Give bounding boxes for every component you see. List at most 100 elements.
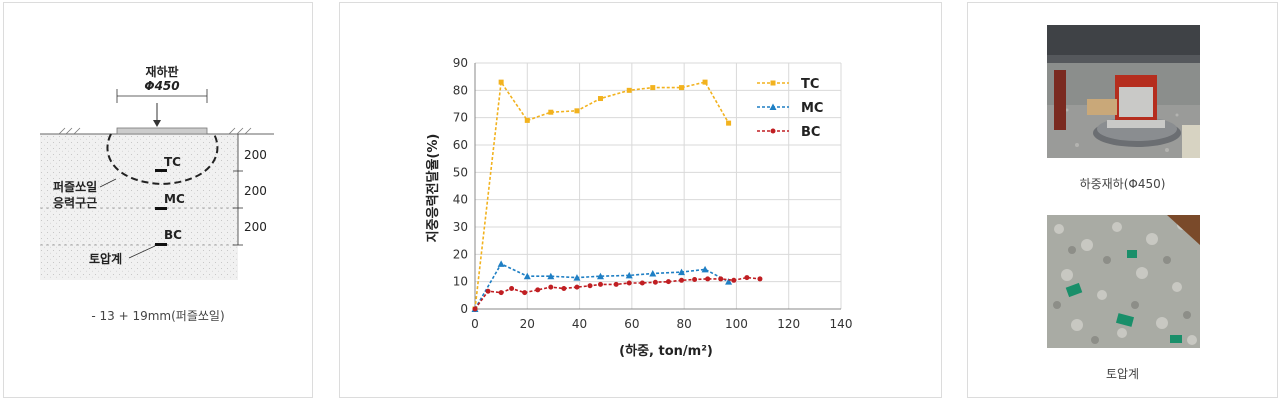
x-tick-label: 0 xyxy=(471,317,479,331)
y-tick-label: 30 xyxy=(453,220,468,234)
depth-dim-2: 200 xyxy=(244,184,267,198)
plate-label: 재하판 xyxy=(145,64,178,79)
y-tick-label: 40 xyxy=(453,193,468,207)
chart-legend: TC MC BC xyxy=(757,77,823,140)
series-bc-point xyxy=(718,276,724,282)
load-test-image xyxy=(1047,25,1200,158)
series-bc-point xyxy=(692,276,698,282)
x-tick-label: 40 xyxy=(572,317,587,331)
chart-series xyxy=(471,79,763,312)
series-mc-line xyxy=(474,262,729,310)
stress-transfer-chart: 0 10 20 30 40 50 60 70 80 90 0 20 40 60 80 100 120 140 TC… xyxy=(425,56,853,359)
series-bc-point xyxy=(574,284,580,290)
legend-mc-label: MC xyxy=(801,101,823,116)
diagram-caption: - 13 + 19mm(퍼즐쏘일) xyxy=(91,309,225,323)
sensor-mc-label: MC xyxy=(164,192,185,206)
series-bc-point xyxy=(561,286,567,291)
sensor-bc xyxy=(155,243,167,246)
series-tc-point xyxy=(524,117,530,123)
chart-panel: 0 10 20 30 40 50 60 70 80 90 0 20 40 60 80 100 120 140 TC… xyxy=(339,2,942,398)
plate-size: Φ450 xyxy=(144,79,179,93)
pressure-gauge-photo xyxy=(1047,215,1200,348)
series-bc-point xyxy=(535,287,541,293)
gauge-label: 토압계 xyxy=(89,251,122,266)
load-test-photo-caption: 하중재하(Φ450) xyxy=(1079,177,1166,191)
sensor-mc xyxy=(155,207,167,210)
series-tc-point xyxy=(548,109,554,115)
ground-hatch xyxy=(58,127,252,135)
sensor-tc xyxy=(155,169,167,172)
zone-label-line1: 퍼즐쏘일 xyxy=(53,179,97,194)
series-bc-point xyxy=(509,286,515,291)
series-tc-line xyxy=(474,79,730,310)
series-bc-point xyxy=(757,276,763,282)
series-tc-point xyxy=(702,79,708,85)
sensor-bc-label: BC xyxy=(164,228,182,242)
y-tick-label: 20 xyxy=(453,247,468,261)
depth-dim-1: 200 xyxy=(244,148,267,162)
series-mc-point xyxy=(725,278,733,285)
series-bc-point xyxy=(731,277,737,283)
chart-y-axis-title: 지중응력전달율(%) xyxy=(425,134,441,243)
series-bc-point xyxy=(485,288,491,294)
series-bc-point xyxy=(522,290,528,296)
series-mc-point xyxy=(625,271,633,279)
load-test-photo xyxy=(1047,25,1200,158)
chart-grid xyxy=(474,62,842,310)
series-mc-point xyxy=(701,265,709,273)
series-tc-point xyxy=(574,108,580,114)
x-tick-label: 120 xyxy=(777,317,800,331)
y-tick-label: 50 xyxy=(453,165,468,179)
series-tc-point xyxy=(679,85,685,91)
legend-tc-label: TC xyxy=(801,77,819,92)
zone-label-line2: 응력구근 xyxy=(53,195,97,210)
loading-plate xyxy=(116,127,208,135)
series-mc-point xyxy=(596,272,604,280)
y-tick-label: 60 xyxy=(453,138,468,152)
series-bc-point xyxy=(744,275,750,281)
sensor-tc-label: TC xyxy=(164,155,181,169)
series-tc-point xyxy=(650,85,656,91)
x-tick-label: 60 xyxy=(624,317,639,331)
series-bc-point xyxy=(639,280,645,286)
series-mc-point xyxy=(497,260,505,267)
series-mc-point xyxy=(678,268,686,276)
y-tick-label: 0 xyxy=(460,302,468,316)
gauge-leader xyxy=(128,245,156,259)
y-tick-label: 80 xyxy=(453,83,468,97)
pressure-gauge-photo-caption: 토압계 xyxy=(1105,367,1140,381)
depth-dim-3: 200 xyxy=(244,220,267,234)
chart-axes: 0 10 20 30 40 50 60 70 80 90 0 20 40 60 80 100 120 140 xyxy=(453,56,853,331)
series-bc-point xyxy=(679,277,685,283)
series-bc-point xyxy=(665,279,671,285)
x-tick-label: 80 xyxy=(677,317,692,331)
legend-mc-marker xyxy=(769,103,777,110)
legend-bc-label: BC xyxy=(801,125,820,140)
x-tick-label: 20 xyxy=(520,317,535,331)
series-tc-point xyxy=(726,120,732,126)
series-bc-point xyxy=(652,279,658,285)
y-tick-label: 10 xyxy=(453,275,468,289)
series-bc-point xyxy=(705,276,711,282)
series-bc-point xyxy=(472,306,478,312)
series-bc-point xyxy=(626,280,632,286)
series-bc-point xyxy=(548,284,554,290)
series-tc-point xyxy=(597,96,603,102)
y-tick-label: 70 xyxy=(453,111,468,125)
chart-x-axis-title: (하중, ton/m²) xyxy=(619,343,713,359)
series-tc-point xyxy=(498,79,504,85)
x-tick-label: 100 xyxy=(725,317,748,331)
load-arrow-head xyxy=(153,120,161,127)
series-mc-point xyxy=(649,269,657,277)
legend-tc-marker xyxy=(770,80,776,86)
series-bc-point xyxy=(613,281,619,287)
legend-bc-marker xyxy=(770,128,776,134)
soil-area xyxy=(40,134,238,280)
photo-panel: 하중재하(Φ450) 토압계 xyxy=(967,2,1278,398)
test-setup-diagram: 재하판 Φ450 TC MC BC 퍼즐쏘일 응력구근 토압계 200 200 … xyxy=(40,64,274,280)
series-bc-point xyxy=(587,283,593,289)
series-mc-point xyxy=(573,274,581,281)
y-tick-label: 90 xyxy=(453,56,468,70)
pressure-gauge-image xyxy=(1047,215,1200,348)
zone-leader xyxy=(99,178,117,188)
